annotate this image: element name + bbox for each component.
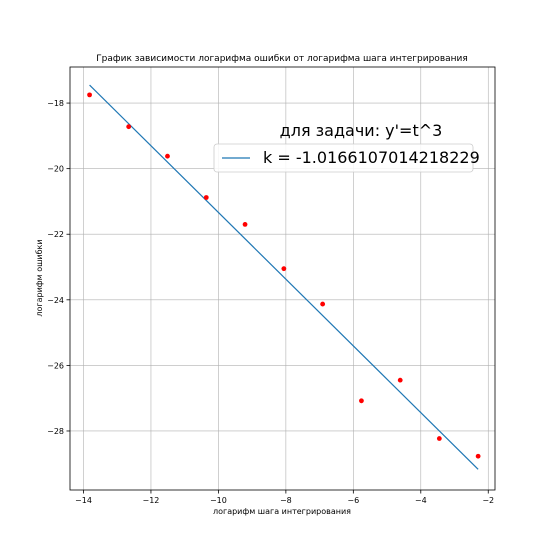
error-points-series bbox=[87, 92, 481, 459]
fit-line-series bbox=[89, 84, 479, 470]
y-tick-label: −18 bbox=[47, 99, 64, 108]
x-tick-label: −12 bbox=[143, 496, 160, 505]
y-tick-label: −26 bbox=[47, 361, 64, 370]
grid bbox=[70, 67, 495, 490]
chart-title: График зависимости логарифма ошибки от л… bbox=[96, 54, 468, 64]
data-point bbox=[203, 195, 209, 200]
data-point bbox=[126, 124, 132, 130]
legend-title: для задачи: y'=t^3 bbox=[280, 121, 443, 140]
y-axis: −18 −20 −22 −24 −26 −28 bbox=[47, 99, 70, 436]
x-axis-label: логарифм шага интегрирования bbox=[213, 507, 351, 516]
data-point bbox=[359, 398, 364, 404]
y-tick-label: −22 bbox=[47, 230, 64, 239]
y-tick-label: −28 bbox=[47, 427, 64, 436]
data-point bbox=[242, 221, 248, 227]
y-axis-label: логарифм ошибки bbox=[35, 239, 44, 316]
x-tick-label: −14 bbox=[75, 496, 92, 505]
data-point bbox=[87, 92, 92, 98]
data-point bbox=[165, 153, 170, 159]
legend: для задачи: y'=t^3 k = -1.01661070142182… bbox=[213, 121, 480, 173]
x-tick-label: −2 bbox=[482, 496, 494, 505]
legend-entry-label: k = -1.0166107014218229 bbox=[263, 148, 480, 167]
x-tick-label: −8 bbox=[280, 496, 292, 505]
data-point bbox=[397, 377, 403, 383]
data-point bbox=[320, 301, 326, 307]
fit-line bbox=[89, 84, 479, 470]
data-point bbox=[436, 436, 442, 441]
x-tick-label: −10 bbox=[210, 496, 227, 505]
legend-box bbox=[213, 143, 474, 173]
y-tick-label: −24 bbox=[47, 296, 64, 305]
data-point bbox=[475, 453, 481, 459]
plot-frame bbox=[69, 66, 496, 491]
data-point bbox=[281, 266, 287, 272]
y-tick-label: −20 bbox=[47, 165, 64, 174]
x-tick-label: −4 bbox=[415, 496, 427, 505]
x-axis: −14 −12 −10 −8 −6 −4 −2 bbox=[75, 490, 494, 505]
x-tick-label: −6 bbox=[347, 496, 359, 505]
